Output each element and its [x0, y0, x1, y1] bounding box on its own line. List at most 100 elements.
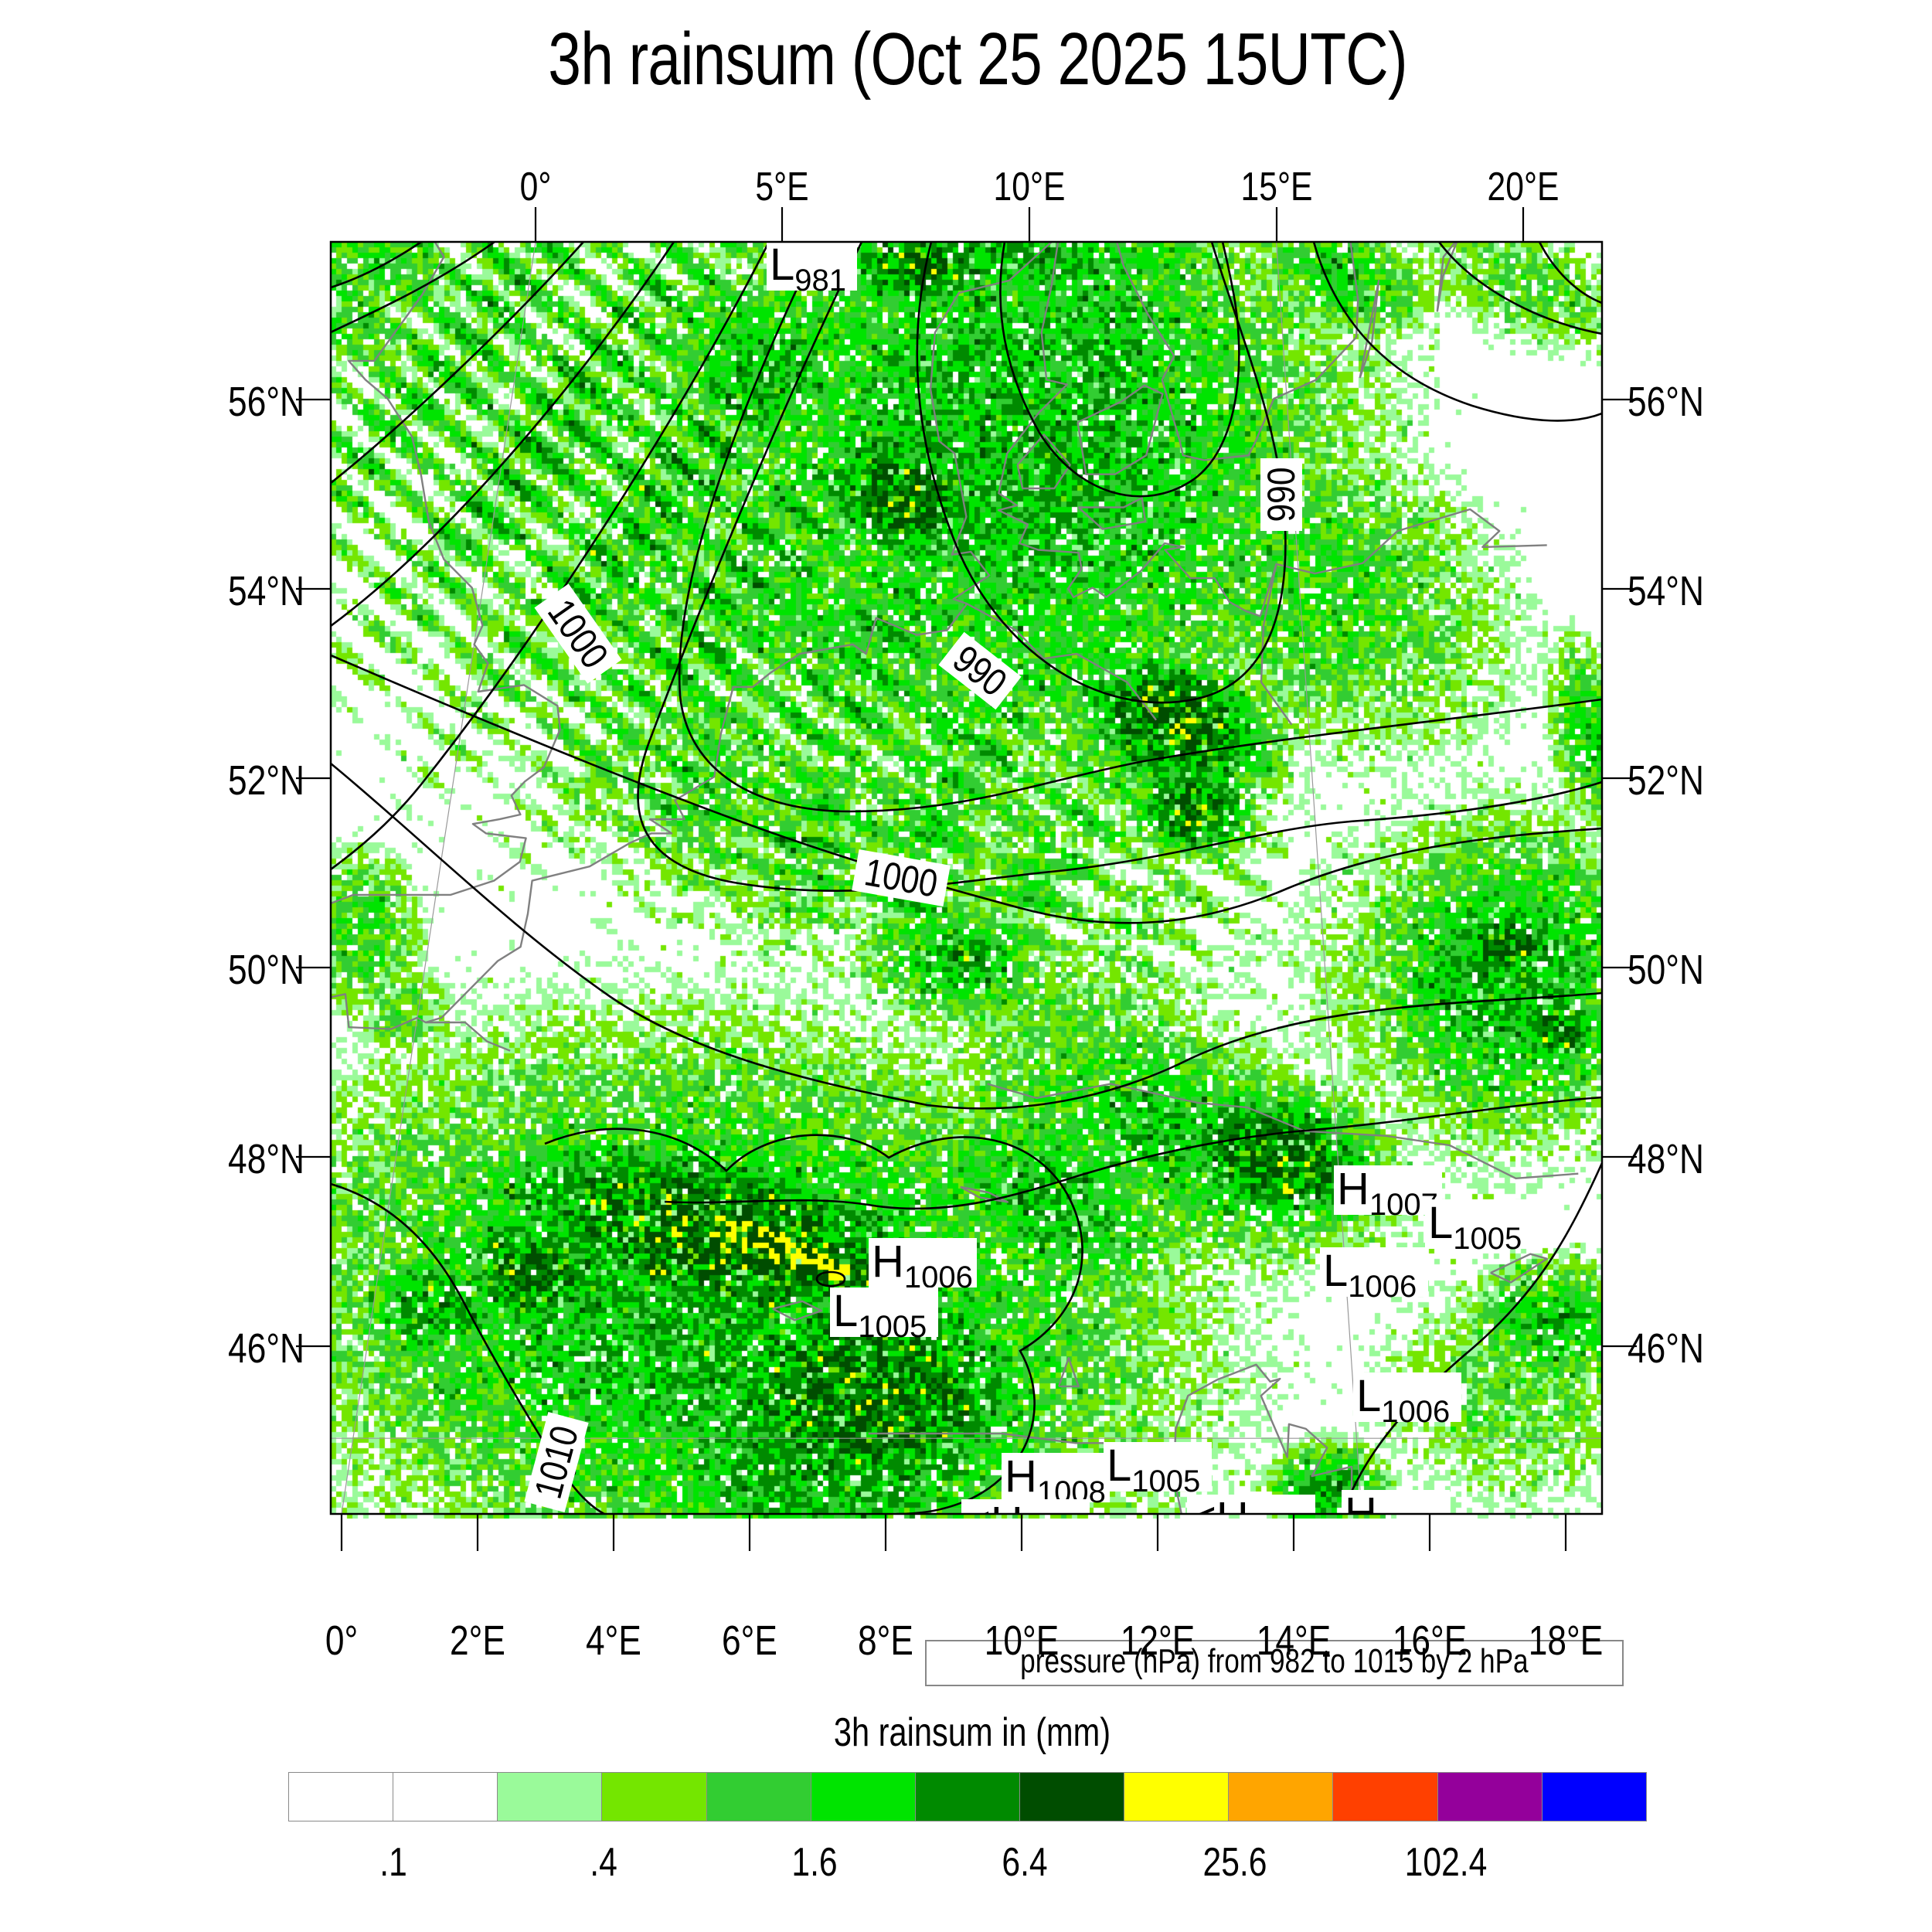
- bottom-lon-label: 0°: [325, 1617, 359, 1664]
- coastline: [960, 1185, 1009, 1203]
- coastline: [1436, 242, 1458, 312]
- svg-text:L1005: L1005: [1107, 1440, 1200, 1498]
- colorbar: [288, 1772, 1656, 1821]
- bottom-lon-label: 16°E: [1392, 1617, 1468, 1664]
- isobar-line: [331, 242, 675, 628]
- svg-text:H1007: H1007: [1337, 1164, 1438, 1222]
- isobar-label: 990: [1260, 458, 1303, 531]
- isobar-line: [331, 242, 495, 334]
- colorbar-cell-12: [1541, 1772, 1647, 1821]
- bottom-lon-label: 8°E: [858, 1617, 913, 1664]
- right-lat-label: 54°N: [1628, 568, 1704, 614]
- bottom-lon-label: 4°E: [586, 1617, 641, 1664]
- isobar-line: [331, 1182, 605, 1514]
- pressure-note-text: pressure (hPa) from 982 to 1015 by 2 hPa: [1020, 1642, 1529, 1680]
- svg-text:L1005: L1005: [1428, 1198, 1522, 1256]
- coastline: [331, 242, 1547, 1030]
- isobar-line: [916, 242, 1287, 704]
- svg-text:<H1008: <H1008: [964, 1498, 1092, 1556]
- pressure-center-ltH1008: <H1008: [961, 1498, 1092, 1556]
- coastline: [1077, 384, 1164, 475]
- left-lat-label: 50°N: [228, 947, 304, 993]
- bottom-lon-label: 10°E: [984, 1617, 1060, 1664]
- top-lon-label: 5°E: [755, 165, 809, 209]
- isobar-line: [1341, 1162, 1602, 1514]
- isobar-label-text: 1000: [862, 850, 941, 906]
- isobar-line: [1538, 242, 1602, 304]
- pressure-center-L1005: L1005: [1425, 1198, 1533, 1256]
- coastline: [1057, 1357, 1080, 1388]
- isobar-label: 1000: [852, 849, 951, 907]
- left-lat-label: 52°N: [228, 757, 304, 804]
- coastline: [1161, 242, 1359, 461]
- colorbar-threshold-label: 102.4: [1404, 1840, 1488, 1885]
- coastline: [1260, 563, 1293, 726]
- pressure-center-H1010: H1010: [1342, 1488, 1450, 1546]
- colorbar-threshold-label: 1.6: [791, 1840, 838, 1885]
- isobar-line: [331, 654, 1602, 924]
- coastline: [772, 1300, 822, 1321]
- colorbar-cell-8: [1124, 1772, 1230, 1821]
- svg-text:L1006: L1006: [1323, 1246, 1417, 1304]
- bottom-lon-label: 6°E: [722, 1617, 777, 1664]
- svg-text:L1005: L1005: [833, 1286, 927, 1344]
- colorbar-threshold-label: .4: [590, 1840, 618, 1885]
- isobar-line: [815, 1270, 846, 1287]
- colorbar-cell-9: [1228, 1772, 1334, 1821]
- coastline: [1359, 279, 1380, 379]
- isobar-line: [999, 242, 1240, 498]
- colorbar-threshold-label: 6.4: [1002, 1840, 1048, 1885]
- colorbar-cell-1: [393, 1772, 498, 1821]
- pressure-center-L1006: L1006: [1320, 1246, 1428, 1304]
- bottom-lon-label: 14°E: [1256, 1617, 1332, 1664]
- svg-text:H1008: H1008: [1005, 1451, 1106, 1509]
- colorbar-cell-6: [914, 1772, 1020, 1821]
- colorbar-cell-5: [810, 1772, 916, 1821]
- right-lat-label: 56°N: [1628, 379, 1704, 425]
- colorbar-cell-3: [601, 1772, 707, 1821]
- isobar-line: [331, 762, 1602, 1110]
- bottom-lon-label: 12°E: [1120, 1617, 1196, 1664]
- right-lat-label: 48°N: [1628, 1136, 1704, 1182]
- top-lon-label: 20°E: [1487, 165, 1560, 209]
- svg-text:H1010: H1010: [1345, 1488, 1446, 1546]
- coastline: [1077, 497, 1147, 530]
- page-title: 3h rainsum (Oct 25 2025 15UTC): [548, 18, 1407, 100]
- pressure-center-L1005: L1005: [830, 1286, 938, 1344]
- isobar-label: 1000: [534, 583, 622, 684]
- right-lat-label: 46°N: [1628, 1325, 1704, 1372]
- isobar-line: [1312, 242, 1602, 422]
- pressure-center-L1005: L1005: [1104, 1440, 1212, 1498]
- top-lon-label: 0°: [519, 165, 552, 209]
- isobar-line: [637, 242, 1602, 892]
- map-layers: 1000 99099010001010L981H1006L1005H1008L10…: [331, 242, 1602, 1556]
- right-lat-label: 52°N: [1628, 757, 1704, 804]
- coastline: [1490, 1253, 1548, 1284]
- colorbar-threshold-label: 25.6: [1202, 1840, 1267, 1885]
- colorbar-cell-4: [706, 1772, 811, 1821]
- top-lon-label: 15°E: [1240, 165, 1313, 209]
- map-frame: [329, 240, 1604, 1515]
- colorbar-threshold-label: .1: [379, 1840, 407, 1885]
- svg-text:<H1009: <H1009: [1190, 1493, 1318, 1551]
- pressure-center-L1006: L1006: [1353, 1371, 1461, 1429]
- left-lat-label: 56°N: [228, 379, 304, 425]
- bottom-lon-label: 2°E: [450, 1617, 505, 1664]
- colorbar-cell-10: [1332, 1772, 1438, 1821]
- pressure-note-box: pressure (hPa) from 982 to 1015 by 2 hPa: [925, 1640, 1624, 1686]
- isobar-line: [664, 1096, 1602, 1210]
- left-lat-label: 48°N: [228, 1136, 304, 1182]
- colorbar-cell-7: [1019, 1772, 1125, 1821]
- isobar-line: [331, 242, 422, 289]
- svg-text:L1006: L1006: [1356, 1371, 1450, 1429]
- isobar-line: [678, 242, 1602, 813]
- colorbar-cell-0: [288, 1772, 394, 1821]
- coastline: [1016, 434, 1071, 490]
- isobar-line: [1437, 242, 1602, 335]
- pressure-center-H1007: H1007: [1334, 1164, 1442, 1222]
- colorbar-cell-11: [1437, 1772, 1543, 1821]
- coastline: [425, 1021, 511, 1052]
- left-lat-label: 46°N: [228, 1325, 304, 1372]
